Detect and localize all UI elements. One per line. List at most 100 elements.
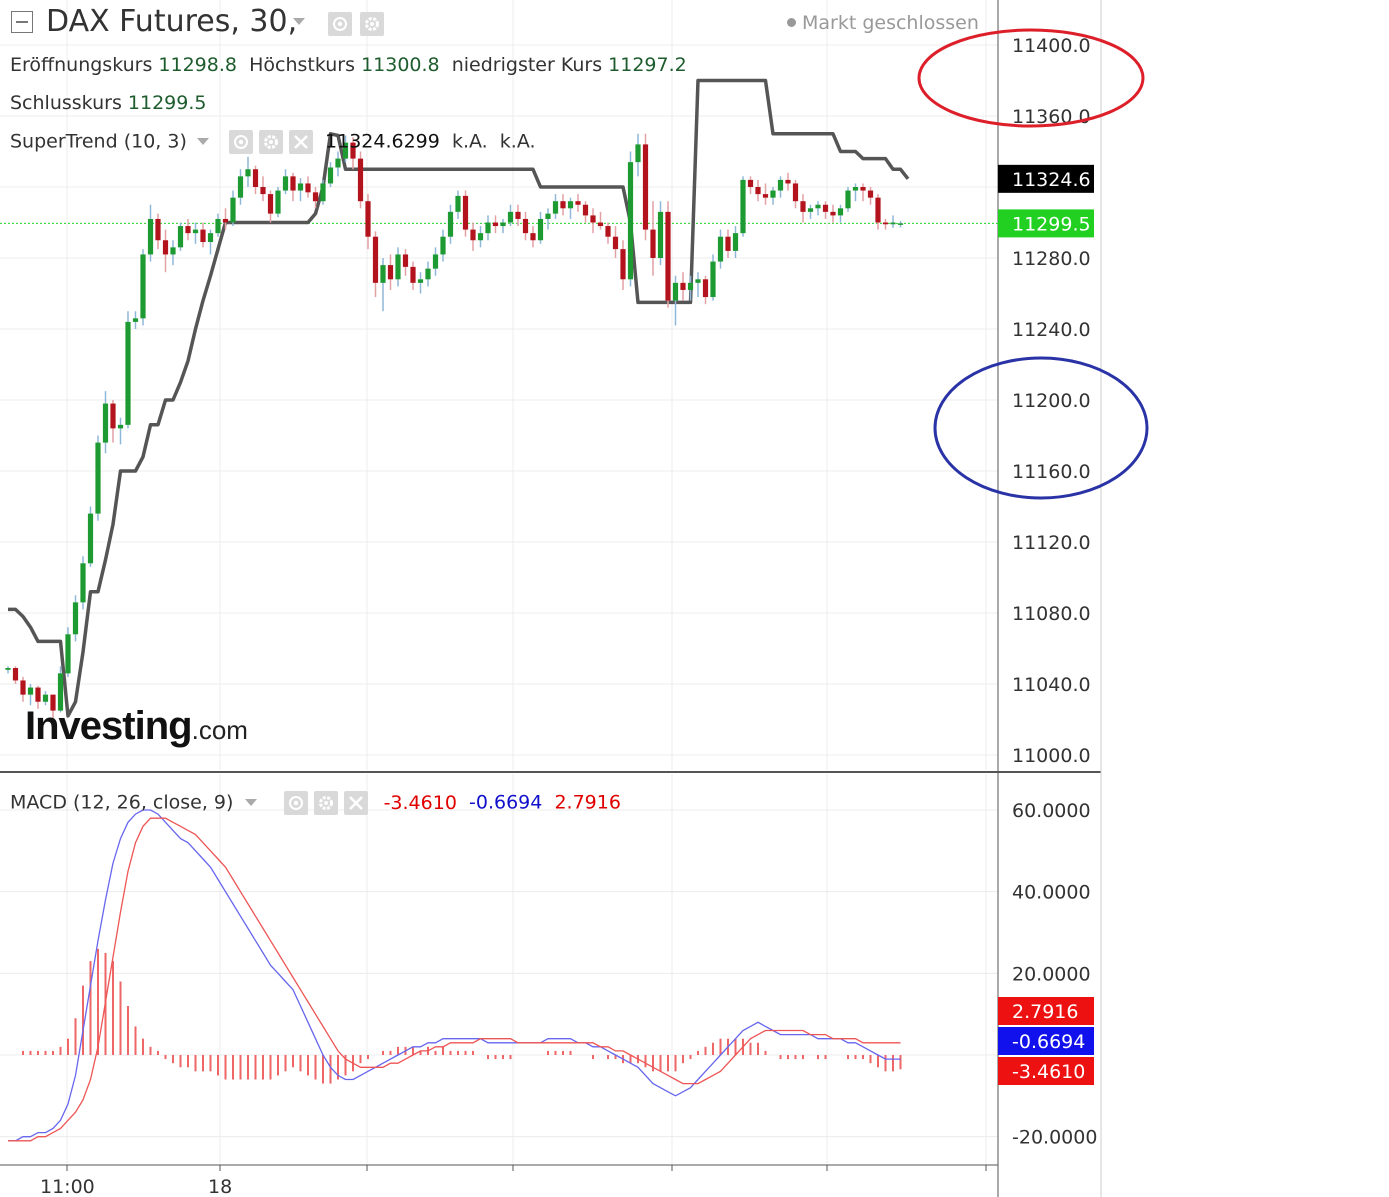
eye-icon[interactable] <box>328 12 358 36</box>
candle-body <box>792 183 799 202</box>
gear-icon[interactable] <box>258 130 283 154</box>
price-tick-label: 11080.0 <box>1012 603 1091 625</box>
candle-body <box>117 424 124 429</box>
candle-body <box>147 218 154 255</box>
candle-body <box>110 403 116 429</box>
candle-body <box>485 222 491 234</box>
candle-body <box>687 282 694 290</box>
chart-title: DAX Futures, 30, <box>46 4 298 39</box>
candle-body <box>290 176 296 191</box>
last-price-label-box <box>998 209 1094 238</box>
candle-body <box>455 195 461 212</box>
candle-body <box>170 247 176 255</box>
candle-body <box>867 190 874 198</box>
candle-body <box>65 634 71 674</box>
candle-body <box>35 687 41 702</box>
candle-body <box>425 268 431 280</box>
collapse-icon[interactable] <box>11 11 33 33</box>
eye-icon[interactable] <box>228 130 253 154</box>
candle-body <box>530 233 536 241</box>
gear-icon[interactable] <box>313 791 338 815</box>
candle-body <box>522 218 529 234</box>
eye-icon[interactable] <box>283 791 308 815</box>
candle-body <box>845 190 851 209</box>
candle-body <box>20 680 26 695</box>
candle-body <box>387 265 394 280</box>
supertrend-price-label-box <box>998 164 1094 193</box>
candle-body <box>680 282 686 290</box>
close-icon[interactable] <box>343 791 368 815</box>
candle-body <box>132 318 139 322</box>
low-value: 11297.2 <box>608 54 687 76</box>
candle-body <box>665 211 671 301</box>
ohlc-legend: Eröffnungskurs 11298.8 Höchstkurs 11300.… <box>10 54 687 76</box>
candle-body <box>140 254 146 319</box>
candle-body <box>657 211 664 258</box>
candle-body <box>837 208 844 216</box>
supertrend-price-label-text: 11324.6 <box>1012 169 1091 191</box>
candle-body <box>5 668 11 670</box>
candle-body <box>402 254 409 267</box>
candle-body <box>320 183 326 202</box>
candle-body <box>560 201 566 209</box>
chevron-down-icon[interactable] <box>293 18 305 25</box>
macd-tick-label: 60.0000 <box>1012 800 1091 822</box>
price-tick-label: 11360.0 <box>1012 106 1091 128</box>
supertrend-na-2: k.A. <box>499 130 536 153</box>
candle-body <box>597 222 604 227</box>
candle-body <box>222 218 229 223</box>
candle-body <box>125 321 131 425</box>
gear-icon[interactable] <box>360 12 390 36</box>
price-tick-label: 11000.0 <box>1012 745 1091 767</box>
candle-body <box>702 279 709 298</box>
candle-body <box>777 179 784 191</box>
candle-body <box>875 197 881 223</box>
candle-body <box>335 158 341 168</box>
candle-body <box>252 169 259 187</box>
candle-body <box>507 211 514 223</box>
last-price-label-text: 11299.5 <box>1012 213 1091 235</box>
investing-logo: Investing.com <box>25 704 248 748</box>
candle-body <box>492 222 499 227</box>
candle-body <box>177 226 184 248</box>
candle-body <box>260 187 266 195</box>
price-tick-label: 11160.0 <box>1012 461 1091 483</box>
close-icon[interactable] <box>288 130 313 154</box>
candle-body <box>552 201 559 214</box>
candle-body <box>785 179 791 184</box>
candle-body <box>162 240 169 255</box>
open-value: 11298.8 <box>158 54 237 76</box>
candle-body <box>882 222 889 225</box>
candle-body <box>312 192 319 202</box>
price-tick-label: 11200.0 <box>1012 390 1091 412</box>
candle-body <box>410 266 416 283</box>
candle-body <box>12 668 19 681</box>
histogram-value-label-box <box>998 1057 1094 1085</box>
close-legend: Schlusskurs 11299.5 <box>10 92 207 114</box>
candle-body <box>327 167 334 184</box>
candle-body <box>627 162 634 280</box>
candle-body <box>297 183 304 191</box>
signal-value-label-text: 2.7916 <box>1012 1001 1078 1023</box>
chevron-down-icon[interactable] <box>196 137 209 145</box>
macd-value-label-text: -0.6694 <box>1012 1031 1085 1053</box>
candle-body <box>417 279 424 283</box>
candle-body <box>372 236 379 283</box>
price-tick-label: 11040.0 <box>1012 674 1091 696</box>
candle-body <box>515 211 521 219</box>
candle-body <box>672 282 679 301</box>
candle-body <box>432 254 439 269</box>
macd-tick-label: 20.0000 <box>1012 963 1091 985</box>
candle-body <box>42 694 49 702</box>
supertrend-legend: SuperTrend (10, 3) 11324.6299 k.A. k.A. <box>10 130 536 154</box>
candle-body <box>635 144 641 163</box>
chevron-down-icon[interactable] <box>245 798 258 806</box>
macd-tick-label: 40.0000 <box>1012 882 1091 904</box>
macd-tick-label: -20.0000 <box>1012 1127 1097 1149</box>
candle-body <box>380 265 386 283</box>
candle-body <box>305 183 311 193</box>
candle-body <box>72 602 79 635</box>
high-value: 11300.8 <box>361 54 440 76</box>
candle-body <box>477 233 484 241</box>
